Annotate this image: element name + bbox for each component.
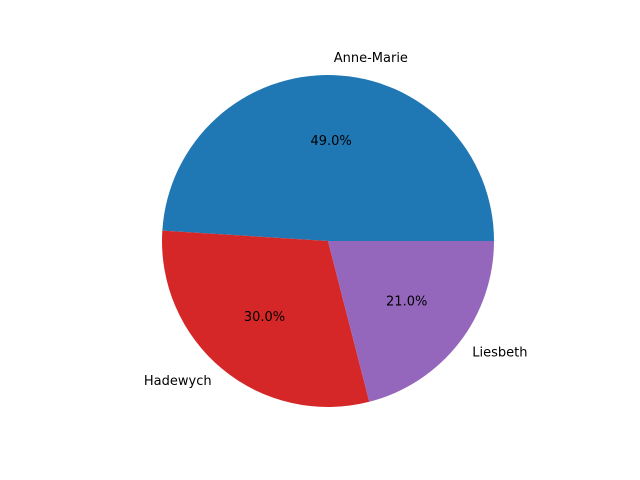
pie-slice-liesbeth [328,241,494,402]
slice-label: Anne-Marie [334,51,408,66]
slice-label: Liesbeth [472,345,527,360]
pie-slice-hadewych [162,230,370,407]
pie-labels: Anne-Marie 49.0% Hadewych 30.0% Liesbeth 21.0… [144,51,528,389]
slice-label: Hadewych [144,374,212,389]
slice-percent-label: 30.0% [244,310,285,325]
slice-percent-label: 49.0% [310,134,351,149]
pie-slice-anne-marie [162,75,494,242]
pie-slices [162,75,494,407]
slice-percent-label: 21.0% [386,295,427,310]
